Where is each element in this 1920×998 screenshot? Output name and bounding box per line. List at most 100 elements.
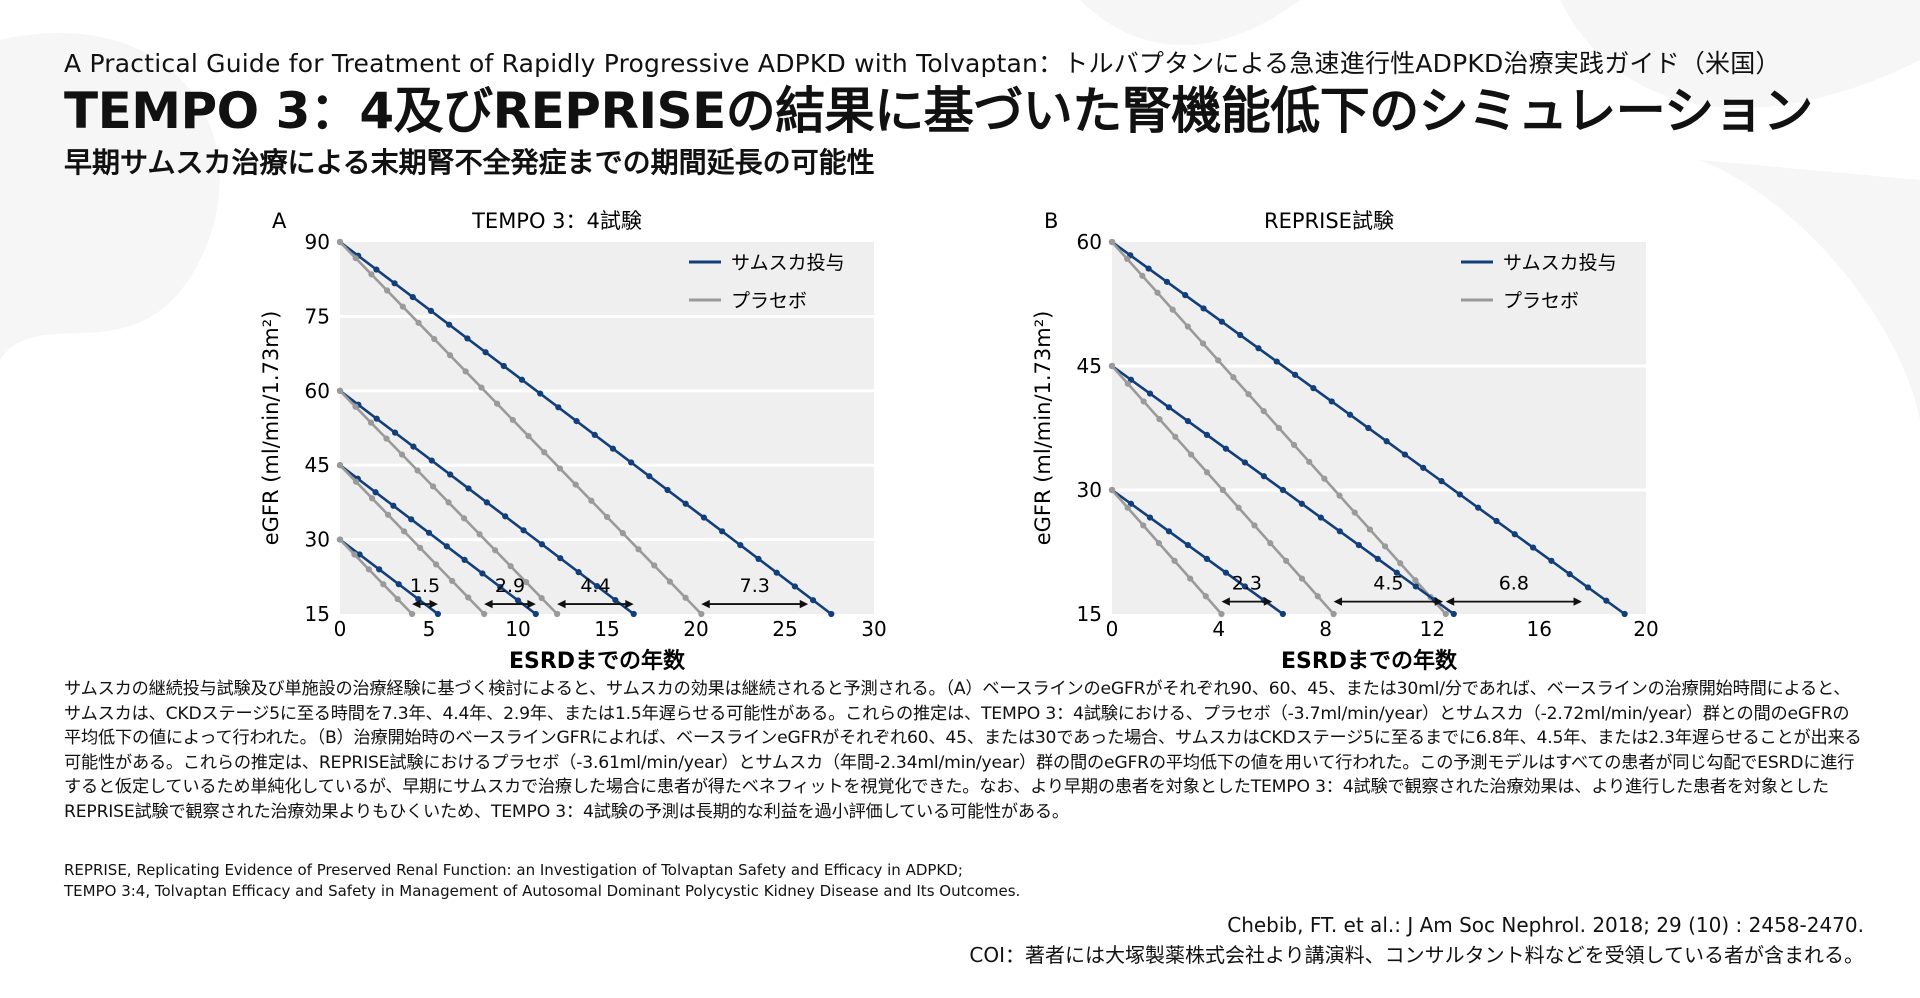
x-tick-label: 30 <box>861 617 886 641</box>
series-point <box>1187 575 1194 582</box>
series-point <box>630 610 637 618</box>
series-point <box>368 271 375 278</box>
y-tick-label: 45 <box>305 453 330 477</box>
series-point <box>365 566 372 573</box>
series-point <box>1255 345 1262 352</box>
series-point <box>1401 451 1409 458</box>
series-point <box>1298 575 1306 582</box>
series-point <box>391 429 399 436</box>
series-point <box>1438 478 1445 485</box>
series-point <box>1140 398 1147 405</box>
annotation-arrowhead <box>557 599 566 609</box>
series-point <box>532 610 539 618</box>
series-point <box>1291 371 1299 378</box>
series-point <box>1374 555 1381 562</box>
series-point <box>1200 305 1207 312</box>
series-point <box>1230 374 1237 381</box>
series-point <box>573 418 580 425</box>
abbreviations: REPRISE, Replicating Evidence of Preserv… <box>64 860 1864 902</box>
annotation-label: 2.9 <box>495 575 525 597</box>
annotation-label: 7.3 <box>740 575 770 597</box>
series-point <box>1566 571 1573 578</box>
x-tick-label: 5 <box>423 617 436 641</box>
series-point <box>492 547 499 554</box>
series-point <box>336 387 344 394</box>
y-tick-label: 15 <box>305 602 330 626</box>
series-point <box>1172 433 1179 440</box>
series-point <box>1219 486 1226 494</box>
series-point <box>828 610 835 618</box>
series-line <box>339 240 833 616</box>
series-point <box>1165 404 1173 411</box>
chart-title: REPRISE試験 <box>1264 209 1394 233</box>
series-point <box>1328 398 1335 405</box>
annotation-arrowhead <box>1333 597 1343 606</box>
series-point <box>391 280 398 287</box>
series-point <box>446 321 453 328</box>
x-tick-label: 20 <box>683 617 708 641</box>
annotation-arrowhead <box>429 599 438 609</box>
series-point <box>1155 540 1163 547</box>
series-point <box>1163 278 1171 285</box>
series-point <box>1124 504 1131 511</box>
x-tick-label: 4 <box>1212 617 1225 641</box>
y-tick-label: 60 <box>305 379 330 403</box>
series-point <box>538 541 546 548</box>
series-point <box>433 561 440 568</box>
series-point <box>476 531 483 538</box>
x-tick-label: 15 <box>594 617 619 641</box>
series-point <box>460 515 468 522</box>
series-point <box>557 555 564 562</box>
series-point <box>449 577 456 585</box>
series-point <box>1493 517 1500 525</box>
series-point <box>1154 289 1161 296</box>
series-point <box>1245 391 1252 398</box>
series-point <box>755 555 762 562</box>
series-point <box>646 473 653 480</box>
series-point <box>1124 380 1131 387</box>
series-point <box>1184 418 1192 425</box>
series-point <box>635 546 642 553</box>
series-point <box>446 352 454 359</box>
series-point <box>445 499 452 506</box>
series-point <box>464 335 471 342</box>
series-line <box>339 538 439 616</box>
series-point <box>719 528 726 535</box>
series-point <box>336 238 344 246</box>
series-line <box>339 464 537 616</box>
series-point <box>541 449 548 456</box>
x-axis-label: ESRDまでの年数 <box>509 648 686 672</box>
series-point <box>395 581 402 588</box>
series-point <box>1139 272 1146 279</box>
series-point <box>1202 593 1209 600</box>
series-point <box>1165 528 1173 535</box>
series-point <box>502 513 509 520</box>
series-point <box>1346 411 1354 418</box>
annotation-label: 4.5 <box>1373 573 1403 595</box>
series-point <box>538 594 545 602</box>
series-point <box>1275 424 1282 432</box>
series-point <box>1169 306 1176 313</box>
series-point <box>1314 593 1321 600</box>
series-point <box>1393 569 1400 576</box>
series-point <box>1140 522 1147 529</box>
series-line <box>339 464 486 615</box>
plot-area <box>1112 242 1646 614</box>
annotation-arrowhead <box>701 599 710 609</box>
series-point <box>1273 358 1280 365</box>
series-point <box>1366 526 1373 533</box>
series-point <box>399 303 406 310</box>
series-line <box>339 538 414 615</box>
annotation-label: 2.3 <box>1232 573 1262 595</box>
x-tick-label: 25 <box>772 617 797 641</box>
series-point <box>1203 431 1211 438</box>
annotation-arrowhead <box>1573 597 1582 606</box>
series-point <box>400 528 408 535</box>
annotation-arrowhead <box>412 599 421 609</box>
series-point <box>384 511 392 518</box>
citation: Chebib, FT. et al.: J Am Soc Nephrol. 20… <box>1227 913 1864 937</box>
series-point <box>666 578 674 585</box>
series-point <box>483 499 490 506</box>
series-point <box>518 376 526 383</box>
